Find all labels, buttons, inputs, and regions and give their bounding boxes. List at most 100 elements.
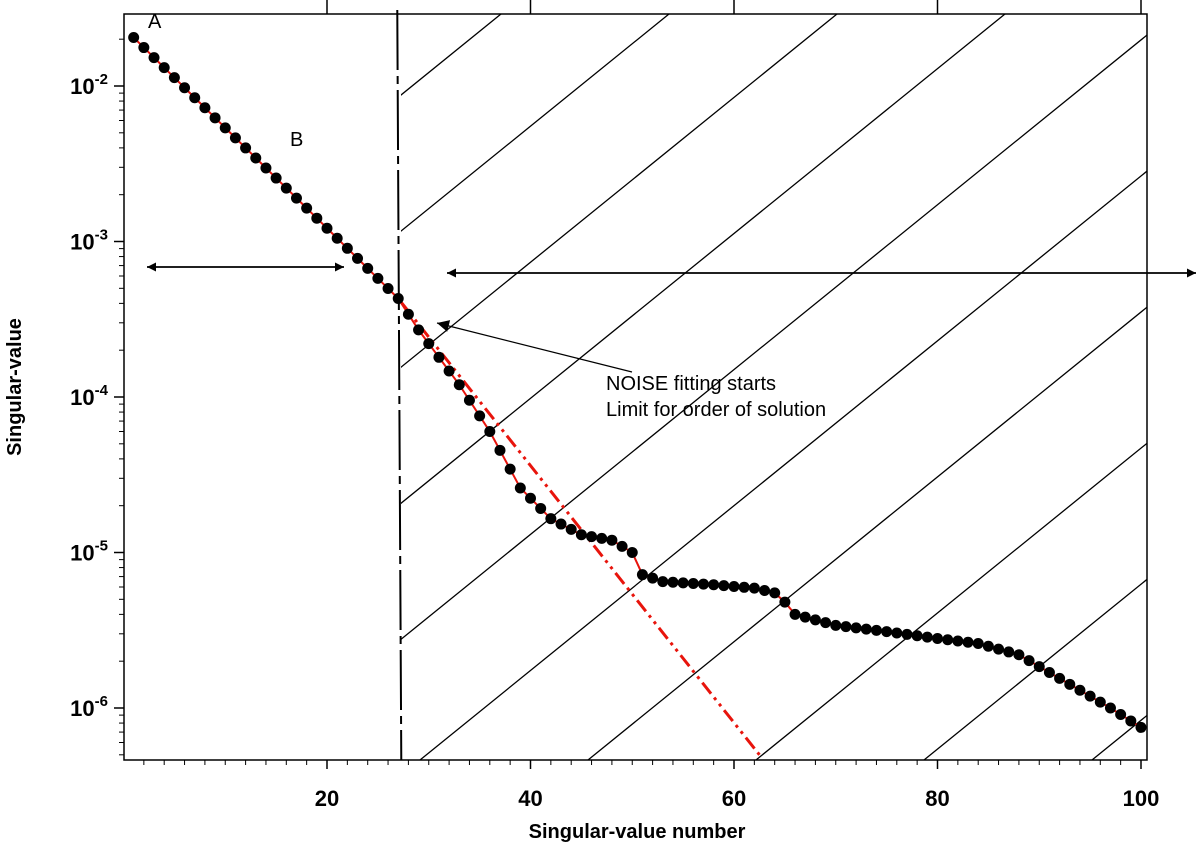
data-point bbox=[525, 492, 536, 504]
data-point bbox=[168, 72, 180, 84]
data-point bbox=[748, 582, 760, 594]
data-point bbox=[1003, 646, 1015, 658]
data-point bbox=[260, 162, 272, 174]
data-point bbox=[504, 463, 516, 475]
plot-frame bbox=[123, 13, 1148, 761]
label-b: B bbox=[290, 129, 303, 151]
axis-ticks: 20 40 60 80 100 10-2 10-3 10-4 10-5 10-6 bbox=[70, 0, 1159, 811]
x-axis-title: Singular-value number bbox=[529, 821, 746, 843]
data-point bbox=[1023, 655, 1035, 667]
data-point bbox=[240, 142, 252, 154]
data-point bbox=[270, 172, 282, 184]
data-point bbox=[494, 444, 506, 456]
data-point bbox=[331, 232, 343, 244]
data-point bbox=[728, 580, 740, 592]
noise-pointer-arrow bbox=[436, 320, 633, 373]
noise-note-line2: Limit for order of solution bbox=[606, 399, 826, 421]
y-tick-label: 10-3 bbox=[70, 227, 108, 255]
data-point bbox=[606, 534, 618, 546]
data-point bbox=[1054, 672, 1066, 684]
data-point bbox=[952, 635, 964, 647]
data-point bbox=[1074, 684, 1086, 696]
hatch-line bbox=[401, 14, 1007, 505]
data-point bbox=[250, 152, 262, 164]
order-limit-line bbox=[396, 9, 403, 761]
data-point bbox=[881, 626, 893, 638]
data-point bbox=[708, 579, 720, 591]
x-tick-label: 60 bbox=[722, 786, 746, 811]
y-tick-label: 10-4 bbox=[70, 382, 108, 410]
x-tick-label: 20 bbox=[315, 786, 339, 811]
data-point bbox=[290, 192, 302, 204]
data-point bbox=[280, 182, 292, 194]
data-point bbox=[555, 518, 567, 530]
data-point bbox=[1064, 678, 1076, 690]
data-point bbox=[942, 634, 954, 646]
x-tick-label: 80 bbox=[925, 786, 949, 811]
data-point bbox=[413, 324, 425, 336]
extrapolation-line bbox=[397, 297, 761, 756]
data-point bbox=[433, 351, 445, 363]
data-point bbox=[789, 608, 801, 620]
data-point bbox=[219, 122, 231, 134]
data-point bbox=[677, 577, 689, 589]
data-point bbox=[1043, 666, 1055, 678]
data-point bbox=[199, 102, 211, 114]
noise-note-line1: NOISE fitting starts bbox=[606, 373, 776, 395]
data-point bbox=[616, 540, 628, 552]
data-point bbox=[932, 632, 943, 644]
data-point bbox=[1125, 715, 1137, 727]
data-point bbox=[779, 596, 791, 608]
data-point bbox=[423, 338, 435, 350]
data-point bbox=[128, 32, 140, 44]
data-point bbox=[636, 569, 648, 581]
y-tick-label: 10-5 bbox=[70, 538, 108, 566]
data-point bbox=[575, 529, 587, 541]
data-point bbox=[769, 587, 781, 599]
data-point bbox=[1033, 661, 1045, 673]
data-point bbox=[911, 630, 923, 642]
x-tick-label: 40 bbox=[518, 786, 542, 811]
data-point bbox=[962, 636, 974, 648]
data-point bbox=[372, 272, 384, 284]
data-point bbox=[158, 62, 170, 74]
hatch-line bbox=[755, 442, 1147, 760]
hatch-line bbox=[923, 578, 1147, 760]
y-tick-label: 10-2 bbox=[70, 71, 108, 99]
data-point bbox=[626, 547, 638, 558]
hatch-line bbox=[0, 0, 512, 760]
data-point bbox=[596, 532, 608, 544]
data-point bbox=[840, 621, 852, 633]
data-point bbox=[514, 482, 526, 494]
y-axis-title: Singular-value bbox=[4, 318, 26, 456]
data-point bbox=[382, 282, 394, 294]
data-point bbox=[229, 132, 241, 144]
data-point bbox=[311, 212, 323, 224]
data-point bbox=[850, 622, 862, 634]
hatch-line bbox=[419, 170, 1147, 760]
vertical-order-limit-marker bbox=[396, 9, 403, 761]
data-point bbox=[586, 531, 598, 543]
data-point bbox=[362, 262, 374, 274]
data-point bbox=[738, 581, 750, 593]
data-point bbox=[443, 365, 455, 377]
hatch-line bbox=[0, 0, 176, 760]
hatch-line bbox=[587, 306, 1147, 760]
data-point bbox=[321, 222, 333, 234]
extrapolation-line-group bbox=[397, 297, 761, 756]
data-point bbox=[341, 242, 353, 254]
data-point bbox=[1094, 696, 1106, 708]
data-point bbox=[718, 580, 730, 592]
data-point bbox=[565, 523, 577, 535]
data-point bbox=[402, 308, 414, 320]
data-point bbox=[1013, 649, 1025, 661]
data-point bbox=[982, 640, 994, 652]
hatch-line bbox=[0, 0, 344, 760]
data-point bbox=[799, 611, 811, 623]
data-point bbox=[870, 624, 882, 636]
data-point bbox=[301, 202, 313, 214]
data-point bbox=[1115, 708, 1127, 720]
data-point bbox=[1135, 721, 1147, 733]
hatched-region bbox=[0, 0, 1147, 760]
